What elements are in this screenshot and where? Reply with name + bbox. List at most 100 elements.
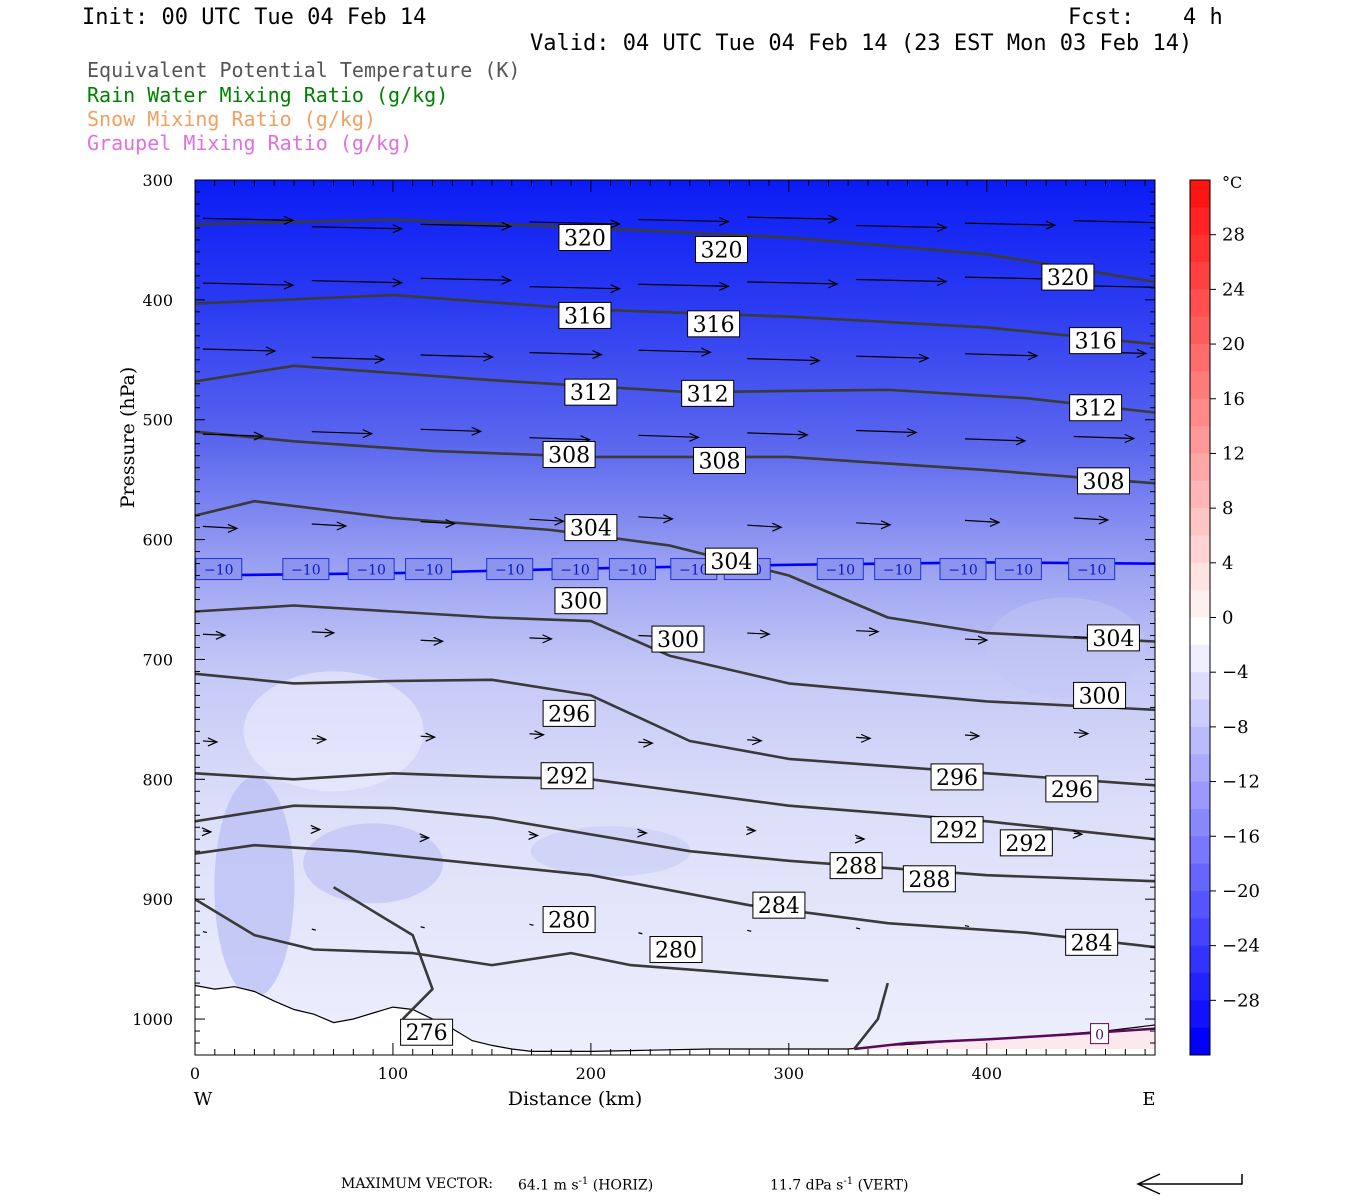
wind-vector xyxy=(1073,220,1155,224)
isotherm-label: −10 xyxy=(618,563,648,579)
contour-label-304: 304 xyxy=(710,550,752,575)
wind-vector-head xyxy=(392,278,404,288)
wind-vector-head xyxy=(419,833,431,843)
contour-label-312: 312 xyxy=(1075,397,1117,422)
wind-vector-head xyxy=(433,636,445,646)
wind-vector-head xyxy=(918,353,930,363)
wind-vector-head xyxy=(663,514,674,524)
x-axis-title: Distance (km) xyxy=(508,1088,643,1110)
wind-vector-head xyxy=(854,834,866,844)
wind-vector xyxy=(638,349,711,353)
wind-vector-head xyxy=(719,217,730,227)
colorbar-tick-label: −16 xyxy=(1222,826,1260,847)
colorbar-cell xyxy=(1190,590,1210,618)
contour-label-280: 280 xyxy=(655,939,697,964)
wind-vector-head xyxy=(936,222,948,233)
contour-label-288: 288 xyxy=(835,855,877,880)
wind-vector xyxy=(964,638,988,641)
colorbar-cell xyxy=(1190,617,1210,646)
cold-pocket xyxy=(214,777,295,998)
contour-label-284: 284 xyxy=(1071,931,1113,956)
isotherm-label: −10 xyxy=(560,563,590,579)
isotherm-label: −10 xyxy=(291,563,321,579)
wind-vector-head xyxy=(1072,829,1084,839)
shading-patches xyxy=(214,597,1146,998)
legend-snow: Snow Mixing Ratio (g/kg) xyxy=(87,107,376,131)
y-tick-label: 800 xyxy=(142,770,173,789)
wind-vector-head xyxy=(1154,283,1155,292)
colorbar-cell xyxy=(1190,207,1210,236)
isotherm-label-box xyxy=(816,558,864,581)
wind-vector xyxy=(747,432,808,436)
colorbar-tick-label: 24 xyxy=(1222,279,1245,300)
wind-vector-head xyxy=(868,627,880,637)
isotherm-label: −10 xyxy=(883,563,913,579)
colorbar-cell xyxy=(1190,781,1210,810)
contour-label-box xyxy=(704,547,758,575)
colorbar-tick-label: 28 xyxy=(1222,225,1245,246)
plot-frame xyxy=(194,179,1156,1056)
contour-label-box xyxy=(1065,928,1119,956)
isotherm-label: −10 xyxy=(1004,563,1034,579)
wind-vector xyxy=(420,926,425,929)
wind-vector-head xyxy=(310,824,322,835)
colorbar-tick-label: −28 xyxy=(1222,990,1260,1011)
wind-vector-head xyxy=(719,281,730,291)
contour-label-box xyxy=(693,446,747,474)
zero-isotherm-label: 0 xyxy=(1095,1028,1104,1044)
contour-label-box xyxy=(695,236,749,264)
wind-vector-head xyxy=(610,219,621,229)
wind-vector xyxy=(747,357,820,362)
theta-e-contour-284 xyxy=(195,843,1155,949)
contour-label-box xyxy=(564,514,618,542)
contour-label-312: 312 xyxy=(687,382,729,407)
contour-label-box xyxy=(687,310,741,338)
y-tick-label: 600 xyxy=(142,531,173,550)
y-tick-label: 300 xyxy=(142,171,173,190)
colorbar-cell xyxy=(1190,262,1210,290)
theta-e-contour-280 xyxy=(195,898,829,982)
colorbar-cell xyxy=(1190,1027,1210,1056)
wind-vector xyxy=(747,739,762,742)
wind-vector xyxy=(1073,517,1108,521)
wind-vector xyxy=(747,281,838,285)
cold-pocket xyxy=(303,823,444,904)
contour-label-box xyxy=(554,587,608,615)
theta-e-contour-300 xyxy=(195,604,1155,712)
wind-vector xyxy=(202,525,237,530)
legend-theta-e: Equivalent Potential Temperature (K) xyxy=(87,58,521,82)
wind-vector-head xyxy=(1027,351,1039,361)
wind-vector xyxy=(529,437,590,441)
wind-vector-head xyxy=(689,432,700,442)
wind-vector-head xyxy=(906,427,918,438)
wind-vector-head xyxy=(810,356,821,366)
wind-vector xyxy=(202,740,217,743)
contour-label-box xyxy=(542,699,596,727)
wind-vector xyxy=(529,286,620,290)
wind-vector-head xyxy=(746,826,757,836)
wind-vector-head xyxy=(1124,433,1136,444)
colorbar-cell xyxy=(1190,316,1210,345)
contour-label-320: 320 xyxy=(701,239,743,264)
wind-vector-head xyxy=(828,279,839,289)
colorbar-cell xyxy=(1190,672,1210,701)
theta-e-contour-320 xyxy=(195,218,1155,284)
isotherm-label-box xyxy=(405,558,453,581)
max-vector-label: MAXIMUM VECTOR: xyxy=(341,1176,493,1192)
y-tick-label: 700 xyxy=(142,650,173,669)
contour-label-box xyxy=(558,301,612,329)
colorbar-tick-label: 20 xyxy=(1222,334,1245,355)
contour-label-292: 292 xyxy=(936,819,978,844)
wind-vector xyxy=(311,631,334,634)
wind-vector xyxy=(964,734,980,737)
wind-vector xyxy=(638,218,729,223)
wind-vector xyxy=(638,434,699,438)
wind-vector xyxy=(856,278,947,283)
wind-vector-head xyxy=(253,431,265,441)
contour-label-320: 320 xyxy=(564,227,606,252)
wind-vector xyxy=(311,431,372,435)
colorbar-cell xyxy=(1190,644,1210,673)
colorbar-tick-label: −8 xyxy=(1222,717,1249,738)
wind-vector-head xyxy=(336,521,348,531)
colorbar-cell xyxy=(1190,344,1210,372)
